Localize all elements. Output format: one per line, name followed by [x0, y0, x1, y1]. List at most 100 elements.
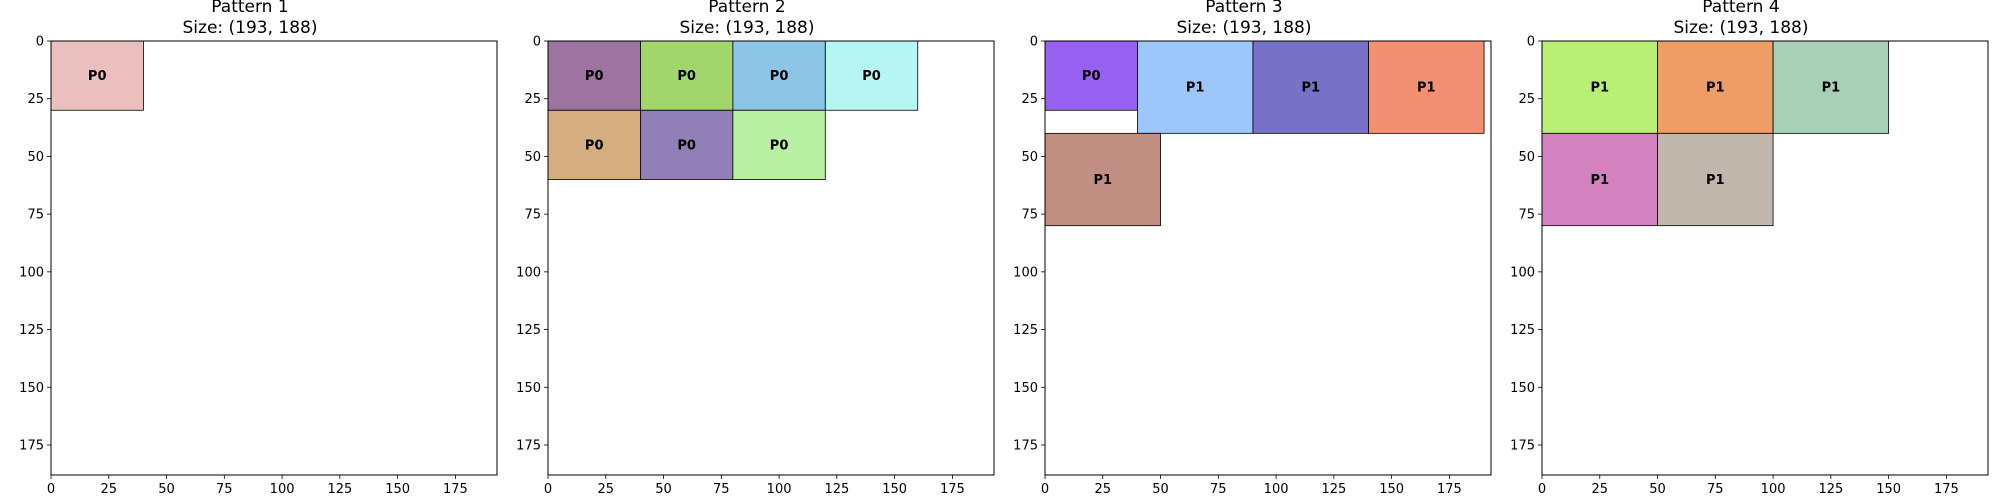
subtitle-text: Size: (193, 188) — [182, 18, 318, 38]
x-tick-label: 0 — [1538, 482, 1546, 497]
chart-panel-3: Pattern 3 Size: (193, 188) P0 P1 P1 P1 P1 0 25… — [994, 0, 1494, 500]
x-tick-label: 0 — [544, 482, 552, 497]
rectangle-label: P0 — [1082, 69, 1101, 84]
subtitle-text: Size: (193, 188) — [1176, 18, 1312, 38]
y-tick-label: 125 — [1013, 323, 1038, 338]
x-tick-label: 75 — [1707, 482, 1724, 497]
x-tick-label: 100 — [1761, 482, 1786, 497]
chart-title: Pattern 2 Size: (193, 188) — [497, 0, 997, 39]
x-tick-label: 50 — [1649, 482, 1666, 497]
y-tick-label: 100 — [19, 265, 44, 280]
rectangle-label: P1 — [1590, 173, 1609, 188]
rectangle-label: P1 — [1093, 173, 1112, 188]
rectangle-label: P0 — [770, 69, 789, 84]
packed-rectangle — [1368, 40, 1485, 134]
packed-rectangle — [1541, 132, 1658, 227]
x-tick-label: 50 — [158, 482, 175, 497]
chart-title: Pattern 1 Size: (193, 188) — [0, 0, 500, 39]
x-tick-label: 150 — [1379, 482, 1404, 497]
x-tick-label: 25 — [100, 482, 117, 497]
y-tick-label: 100 — [1013, 265, 1038, 280]
y-tick-label: 75 — [524, 208, 541, 223]
y-tick-label: 125 — [516, 323, 541, 338]
packed-rectangle — [640, 109, 734, 180]
y-tick-label: 75 — [27, 208, 44, 223]
axes-frame — [1541, 40, 1989, 476]
chart-title: Pattern 4 Size: (193, 188) — [1491, 0, 1991, 39]
x-tick-label: 125 — [1321, 482, 1346, 497]
y-tick-label: 175 — [1013, 438, 1038, 453]
rectangle-label: P1 — [1822, 81, 1841, 96]
y-tick-label: 25 — [27, 92, 44, 107]
packed-rectangle — [1541, 40, 1658, 134]
chart-title: Pattern 3 Size: (193, 188) — [994, 0, 1494, 39]
rectangle-label: P0 — [770, 138, 789, 153]
title-text: Pattern 4 — [1702, 0, 1780, 17]
x-tick-label: 25 — [1591, 482, 1608, 497]
axes-frame — [1044, 40, 1492, 476]
x-tick-label: 150 — [385, 482, 410, 497]
y-tick-label: 175 — [19, 438, 44, 453]
x-tick-label: 50 — [655, 482, 672, 497]
y-tick-label: 175 — [516, 438, 541, 453]
x-tick-label: 175 — [940, 482, 965, 497]
rectangle-label: P1 — [1590, 81, 1609, 96]
x-tick-label: 175 — [443, 482, 468, 497]
packed-rectangle — [732, 40, 826, 111]
packed-rectangle — [732, 109, 826, 180]
y-tick-label: 100 — [516, 265, 541, 280]
rectangle-label: P0 — [585, 69, 604, 84]
rectangle-label: P1 — [1186, 81, 1205, 96]
x-tick-label: 0 — [1041, 482, 1049, 497]
y-tick-label: 100 — [1510, 265, 1535, 280]
x-tick-label: 125 — [327, 482, 352, 497]
y-tick-label: 0 — [1030, 35, 1038, 50]
chart-panel-1: Pattern 1 Size: (193, 188) P0 0 25 50 75 100 1… — [0, 0, 500, 500]
packed-rectangle — [1044, 132, 1161, 227]
x-tick-label: 75 — [1210, 482, 1227, 497]
rectangle-label: P0 — [88, 69, 107, 84]
y-tick-label: 0 — [533, 35, 541, 50]
y-tick-label: 50 — [27, 150, 44, 165]
axes-frame — [50, 40, 498, 476]
x-tick-label: 0 — [47, 482, 55, 497]
y-tick-label: 175 — [1510, 438, 1535, 453]
title-text: Pattern 3 — [1205, 0, 1283, 17]
rectangle-label: P1 — [1706, 81, 1725, 96]
chart-plot-3: P0 P1 P1 P1 P1 0 25 50 75 100 125 150 175 0 25 50 75 100 1… — [1013, 35, 1492, 497]
y-tick-label: 150 — [516, 381, 541, 396]
y-tick-label: 150 — [1013, 381, 1038, 396]
x-tick-label: 100 — [767, 482, 792, 497]
y-tick-label: 125 — [1510, 323, 1535, 338]
x-tick-label: 150 — [1876, 482, 1901, 497]
x-tick-label: 100 — [1264, 482, 1289, 497]
y-tick-label: 150 — [1510, 381, 1535, 396]
subtitle-text: Size: (193, 188) — [1673, 18, 1809, 38]
packed-rectangle — [1772, 40, 1890, 134]
packed-rectangle — [1252, 40, 1369, 134]
packed-rectangle — [640, 40, 734, 111]
chart-plot-1: P0 0 25 50 75 100 125 150 175 0 25 50 75 100 125 150 175 — [19, 35, 498, 497]
chart-panel-4: Pattern 4 Size: (193, 188) P1 P1 P1 P1 P1 0 25… — [1491, 0, 1991, 500]
y-tick-label: 0 — [1527, 35, 1535, 50]
y-tick-label: 75 — [1518, 208, 1535, 223]
x-tick-label: 25 — [597, 482, 614, 497]
x-tick-label: 50 — [1152, 482, 1169, 497]
x-tick-label: 75 — [216, 482, 233, 497]
y-tick-label: 50 — [1021, 150, 1038, 165]
packed-rectangle — [1044, 40, 1138, 111]
y-tick-label: 150 — [19, 381, 44, 396]
chart-panel-2: Pattern 2 Size: (193, 188) P0 P0 P0 P0 P0 P0 P… — [497, 0, 997, 500]
rectangle-label: P0 — [677, 69, 696, 84]
rectangle-label: P1 — [1417, 81, 1436, 96]
packed-rectangle — [824, 40, 919, 111]
rectangle-label: P0 — [677, 138, 696, 153]
x-tick-label: 175 — [1934, 482, 1959, 497]
y-tick-label: 125 — [19, 323, 44, 338]
x-tick-label: 125 — [1818, 482, 1843, 497]
x-tick-label: 175 — [1437, 482, 1462, 497]
axes-frame — [547, 40, 995, 476]
y-tick-label: 50 — [524, 150, 541, 165]
rectangle-label: P1 — [1706, 173, 1725, 188]
title-text: Pattern 1 — [211, 0, 289, 17]
